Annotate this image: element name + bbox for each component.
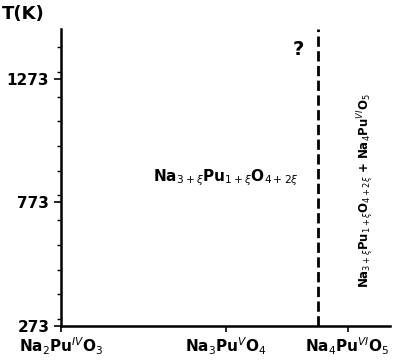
Text: Na$_{3+\xi}$Pu$_{1+\xi}$O$_{4+2\xi}$: Na$_{3+\xi}$Pu$_{1+\xi}$O$_{4+2\xi}$ (153, 167, 299, 188)
Text: T(K): T(K) (2, 5, 45, 23)
Text: Na$_{3+\xi}$Pu$_{1+\xi}$O$_{4+2\xi}$ + Na$_4$Pu$^{VI}$O$_5$: Na$_{3+\xi}$Pu$_{1+\xi}$O$_{4+2\xi}$ + N… (355, 93, 376, 288)
Text: ?: ? (293, 40, 304, 59)
